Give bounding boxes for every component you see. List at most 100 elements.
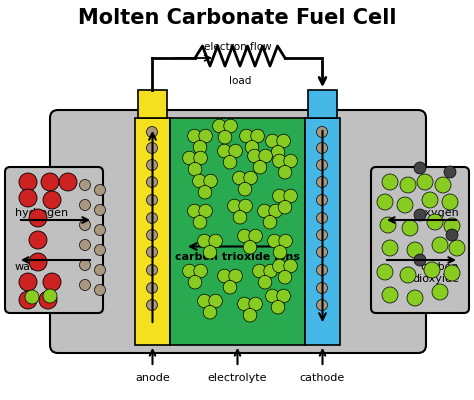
Text: electron flow: electron flow [204,42,271,52]
Circle shape [444,166,456,178]
Circle shape [94,284,106,296]
Circle shape [94,224,106,236]
Circle shape [199,129,212,143]
Circle shape [198,294,211,308]
Text: electrolyte: electrolyte [208,373,267,383]
Circle shape [279,234,292,248]
Circle shape [29,253,47,271]
Circle shape [400,177,416,193]
Circle shape [193,215,207,229]
Circle shape [224,119,237,133]
Circle shape [414,209,426,221]
Circle shape [219,124,231,136]
Circle shape [284,189,297,203]
FancyBboxPatch shape [50,110,426,353]
Circle shape [229,269,242,283]
Circle shape [80,280,91,290]
Circle shape [189,156,201,168]
Circle shape [253,160,267,174]
Circle shape [194,209,206,221]
Circle shape [188,275,202,289]
Circle shape [273,245,287,259]
Circle shape [271,300,285,314]
Circle shape [80,240,91,250]
Circle shape [444,265,460,281]
Circle shape [400,267,416,283]
Circle shape [182,151,196,165]
Circle shape [377,194,393,210]
Circle shape [244,171,257,185]
Circle shape [263,215,277,229]
Circle shape [444,218,460,234]
Circle shape [19,173,37,191]
Circle shape [194,151,208,165]
Circle shape [278,270,292,284]
Circle shape [265,289,279,303]
Circle shape [284,259,297,273]
Circle shape [146,212,157,224]
Circle shape [317,264,328,276]
Circle shape [243,308,257,322]
Circle shape [146,282,157,294]
Circle shape [442,194,458,210]
Circle shape [80,200,91,210]
Circle shape [317,246,328,258]
Circle shape [94,184,106,196]
Circle shape [146,246,157,258]
Circle shape [377,264,393,280]
Circle shape [29,209,47,227]
Circle shape [380,217,396,233]
Circle shape [424,262,440,278]
Circle shape [427,214,443,230]
Circle shape [146,194,157,206]
Circle shape [264,209,276,221]
Circle shape [245,140,259,154]
Circle shape [317,230,328,240]
Circle shape [209,234,222,248]
Circle shape [203,306,217,319]
Circle shape [203,245,217,259]
Circle shape [247,149,261,163]
Circle shape [80,220,91,230]
FancyBboxPatch shape [371,167,469,313]
Text: hydrogen: hydrogen [15,208,68,218]
Circle shape [259,269,271,281]
Circle shape [188,204,201,218]
Circle shape [29,231,47,249]
Circle shape [39,291,57,309]
Circle shape [146,142,157,154]
Circle shape [146,126,157,138]
Circle shape [233,210,247,224]
Circle shape [251,129,264,143]
Text: cathode: cathode [300,373,345,383]
Circle shape [198,234,211,248]
Circle shape [239,129,253,143]
Circle shape [249,229,263,243]
Circle shape [272,139,284,151]
Circle shape [278,200,292,214]
Circle shape [265,134,279,148]
Circle shape [278,166,292,179]
Circle shape [259,149,273,163]
Circle shape [317,160,328,170]
Circle shape [244,302,256,314]
Circle shape [194,134,206,146]
Circle shape [446,229,458,241]
Text: Molten Carbonate Fuel Cell: Molten Carbonate Fuel Cell [78,8,396,28]
Circle shape [198,185,212,199]
Circle shape [407,290,423,306]
Circle shape [223,280,237,294]
FancyBboxPatch shape [5,167,103,313]
Circle shape [146,300,157,310]
Circle shape [204,239,216,251]
Circle shape [272,294,284,306]
Circle shape [224,149,236,161]
Circle shape [435,177,451,193]
Circle shape [146,264,157,276]
Circle shape [317,212,328,224]
Text: carbon trioxide ions: carbon trioxide ions [175,252,300,262]
Circle shape [317,142,328,154]
Circle shape [382,174,398,190]
Circle shape [268,234,281,248]
Circle shape [402,220,418,236]
